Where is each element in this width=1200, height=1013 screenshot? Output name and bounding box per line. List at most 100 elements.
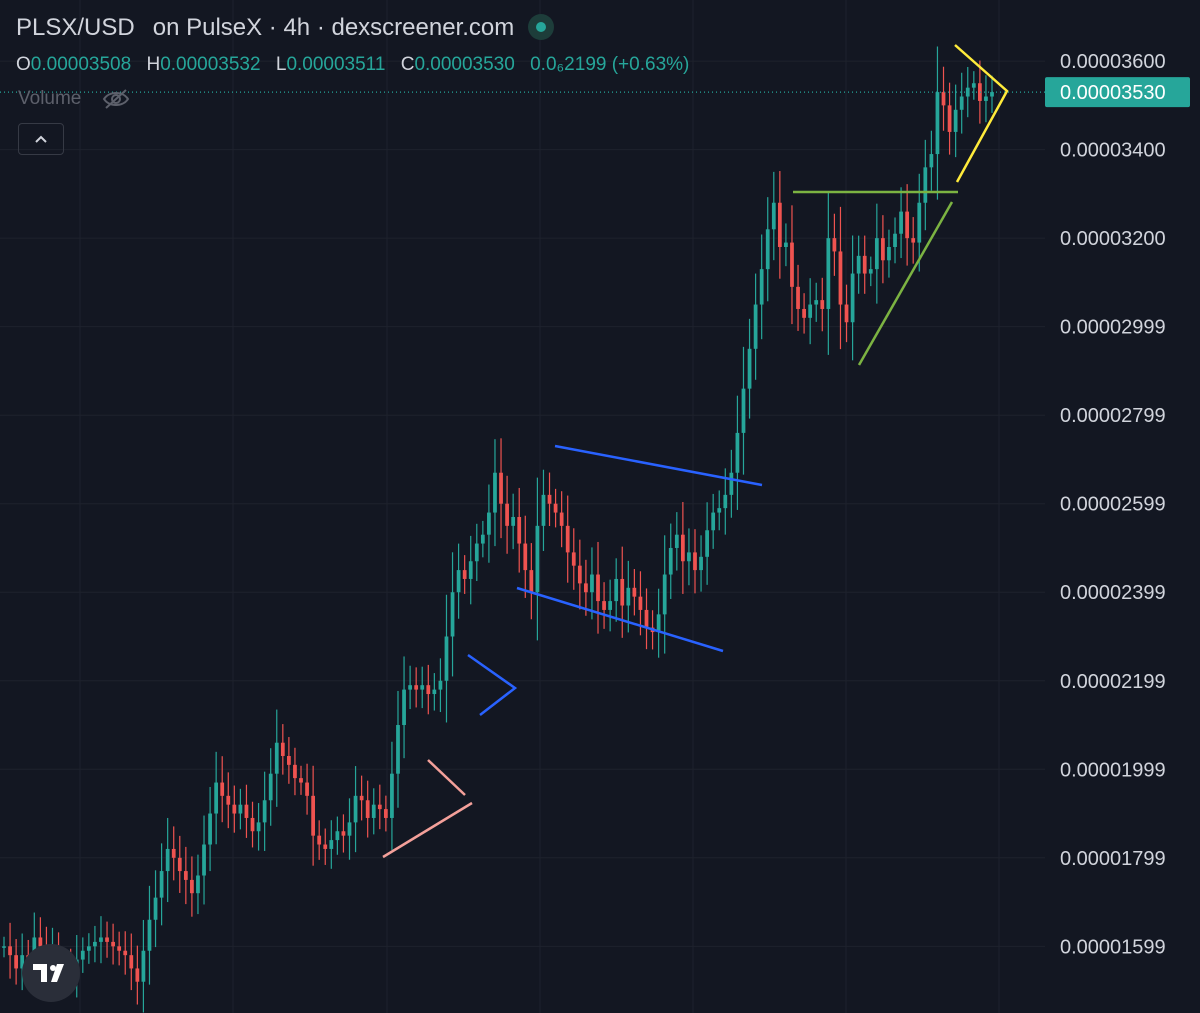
candle-body (129, 955, 134, 969)
candle-body (371, 804, 376, 818)
candle-body (317, 835, 322, 845)
candle-body (341, 831, 346, 836)
candle-body (171, 848, 176, 858)
candle-body (232, 804, 237, 814)
candle-body (662, 574, 667, 615)
candle-body (353, 795, 358, 823)
tradingview-logo-icon[interactable] (22, 944, 80, 1002)
candle-body (559, 512, 564, 526)
candle-body (86, 946, 91, 951)
candle-body (250, 817, 255, 832)
candle-body (565, 525, 570, 553)
yellow-pennant (954, 44, 1009, 183)
candle-body (141, 950, 146, 982)
candle-body (959, 96, 964, 110)
price-tick-label: 0.00001799 (1060, 848, 1166, 870)
candle-body (268, 773, 273, 801)
source-text: on PulseX · 4h · dexscreener.com (152, 14, 515, 41)
volume-legend[interactable]: Volume (18, 88, 131, 110)
candle-body (887, 247, 891, 261)
candle-body (226, 795, 231, 805)
green-support-line (857, 201, 954, 366)
candle-body (262, 800, 267, 823)
candle-body (893, 233, 897, 248)
price-tick-label: 0.00001999 (1060, 759, 1166, 781)
candle-body (38, 937, 43, 947)
candle-body (420, 685, 425, 690)
candle-body (517, 516, 522, 544)
open-value: 0.00003508 (30, 54, 132, 75)
candle-body (935, 92, 940, 155)
last-price-line: 0.00003530 (0, 77, 1190, 108)
candle-body (680, 534, 685, 562)
candle-body (444, 636, 449, 681)
eye-off-icon[interactable] (101, 88, 131, 110)
candle-body (202, 844, 206, 876)
candle-body (881, 238, 885, 261)
candle-body (153, 897, 158, 920)
candle-body (117, 946, 122, 951)
candle-body (280, 742, 285, 756)
chart-header: PLSX/USD on PulseX · 4h · dexscreener.com (16, 13, 555, 42)
candle-body (402, 689, 406, 726)
candle-body (590, 574, 594, 593)
candle-body (438, 680, 443, 690)
candle-body (256, 822, 261, 832)
candle-body (899, 211, 903, 234)
candle-body (941, 92, 946, 106)
candle-body (432, 689, 437, 695)
candle-body (123, 950, 128, 956)
candle-body (929, 154, 934, 168)
candle-body (923, 167, 928, 203)
pink-triangle-lower-line (382, 801, 473, 859)
price-axis[interactable]: 0.00003600 0.00003400 0.00003200 0.00002999… (1060, 51, 1166, 958)
collapse-legend-button[interactable] (18, 123, 64, 155)
candle-body (844, 304, 849, 323)
candle-body (741, 388, 746, 433)
price-tick-label: 0.00003600 (1060, 51, 1166, 73)
candle-body (329, 840, 334, 849)
candle-body (505, 503, 509, 526)
candle-body (953, 109, 958, 132)
candle-body (474, 543, 479, 562)
candle-body (656, 614, 661, 633)
candle-body (2, 946, 6, 948)
candle-body (408, 685, 412, 690)
candle-body (977, 83, 982, 101)
candle-body (990, 92, 994, 97)
candle-body (620, 578, 625, 606)
candle-body (377, 804, 382, 810)
candle-body (602, 601, 606, 610)
candle-body (874, 238, 879, 270)
candle-body (323, 844, 328, 849)
candle-body (159, 871, 164, 898)
blue-channel-lower (516, 586, 724, 653)
candle-body (177, 857, 182, 872)
candle-body (347, 822, 352, 836)
candle-body (638, 596, 643, 610)
low-value: 0.00003511 (286, 54, 386, 75)
candle-body (208, 813, 212, 845)
candle-body (523, 543, 528, 571)
candle-body (596, 574, 600, 602)
candle-body (735, 432, 740, 473)
candle-body (796, 286, 800, 309)
candle-body (856, 255, 861, 274)
candle-body (547, 494, 552, 504)
candle-body (802, 308, 806, 318)
candle-body (971, 83, 976, 88)
candle-body (529, 570, 534, 593)
candle-body (784, 242, 788, 248)
pattern-layer (382, 44, 1009, 859)
price-tick-label: 0.00002199 (1060, 671, 1166, 693)
candle-body (105, 937, 109, 942)
candle-body (214, 782, 219, 814)
candle-body (147, 919, 152, 951)
price-tick-label: 0.00003400 (1060, 140, 1166, 162)
price-tick-label: 0.00002599 (1060, 494, 1166, 516)
candle-body (456, 570, 461, 593)
volume-label: Volume (18, 88, 82, 110)
symbol-title[interactable]: PLSX/USD (16, 14, 135, 41)
candle-body (462, 570, 467, 579)
